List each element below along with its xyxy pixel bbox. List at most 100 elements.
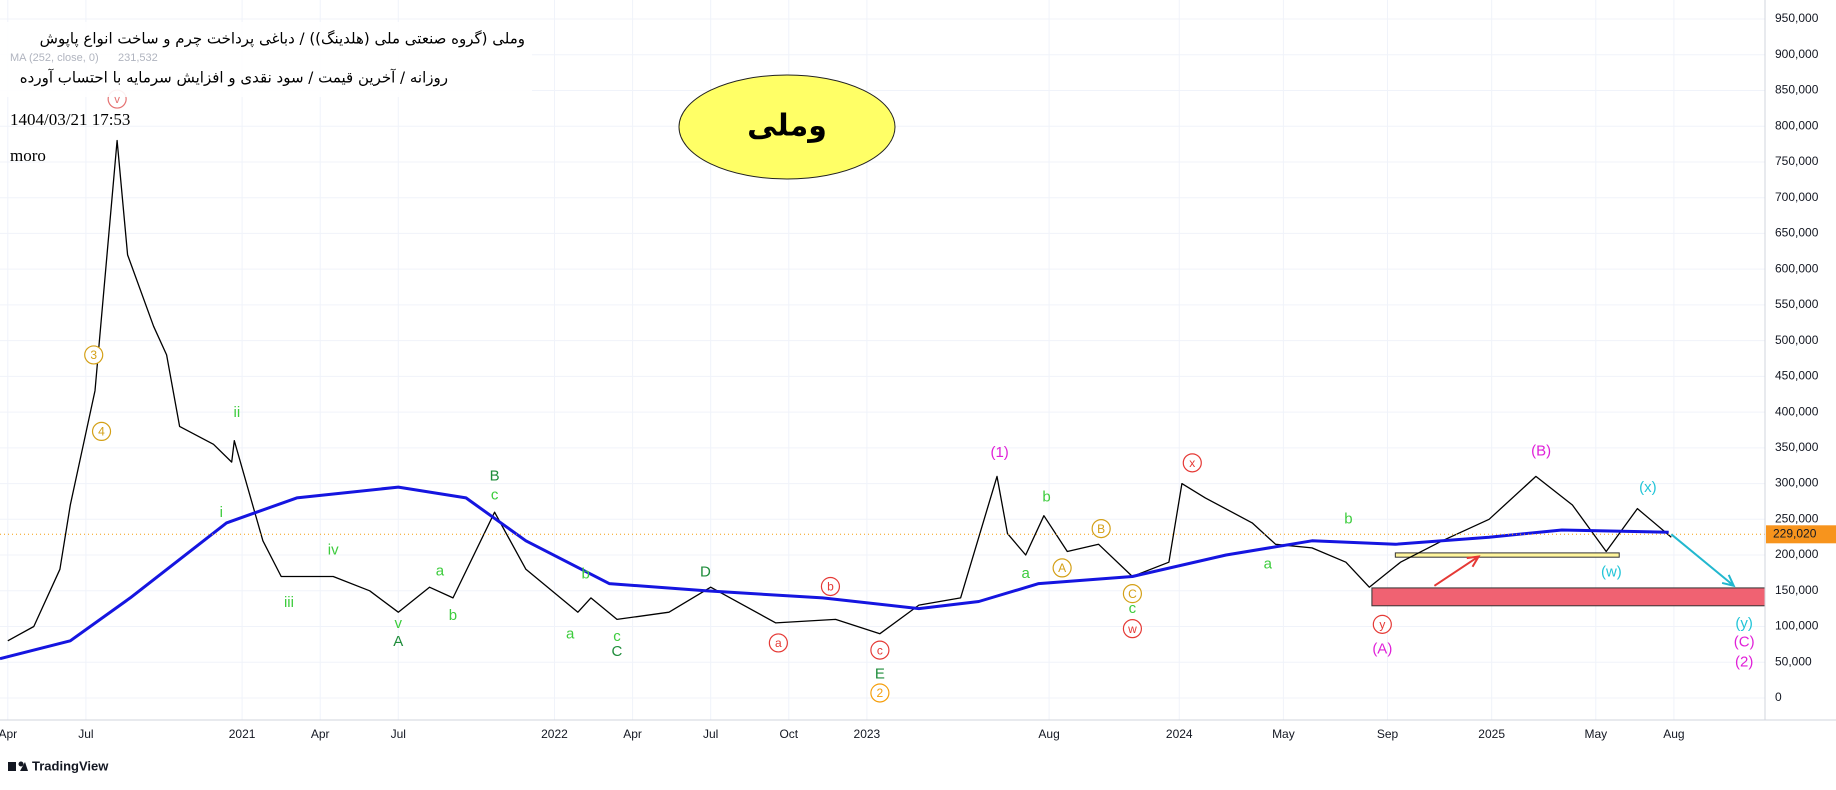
y-tick-label: 0	[1775, 690, 1782, 704]
y-tick-label: 450,000	[1775, 369, 1819, 383]
y-tick-label: 200,000	[1775, 547, 1819, 561]
wave-label: (1)	[990, 444, 1008, 461]
wave-label: (x)	[1639, 479, 1657, 496]
wave-label: w	[1127, 622, 1137, 636]
x-tick-label: Jul	[391, 727, 406, 741]
grid	[0, 0, 1765, 720]
wave-label: y	[1379, 618, 1385, 632]
author: moro	[10, 146, 46, 165]
footer-logo	[8, 761, 28, 771]
x-tick-label: 2025	[1478, 727, 1505, 741]
x-tick-label: 2023	[854, 727, 881, 741]
y-tick-label: 950,000	[1775, 11, 1819, 25]
x-tick-label: Jul	[703, 727, 718, 741]
x-tick-label: Jul	[78, 727, 93, 741]
x-tick-label: May	[1272, 727, 1295, 741]
wave-label: a	[775, 636, 782, 650]
y-tick-label: 250,000	[1775, 511, 1819, 525]
wave-label: C	[1128, 587, 1137, 601]
y-tick-label: 500,000	[1775, 333, 1819, 347]
x-tick-label: 2022	[541, 727, 568, 741]
arrow	[1433, 555, 1481, 587]
annotation-circle	[1052, 558, 1072, 578]
symbol-ellipse	[678, 74, 896, 180]
wave-label: (y)	[1735, 615, 1753, 632]
timestamp: 1404/03/21 17:53	[10, 110, 130, 129]
wave-label: A	[1058, 561, 1066, 575]
zone	[1394, 552, 1620, 558]
x-tick-label: Aug	[1038, 727, 1059, 741]
x-tick-label: Oct	[779, 727, 798, 741]
y-tick-label: 100,000	[1775, 619, 1819, 633]
x-tick-label: Aug	[1663, 727, 1684, 741]
y-tick-label: 300,000	[1775, 476, 1819, 490]
x-tick-label: Apr	[0, 727, 17, 741]
wave-label: 2	[877, 686, 884, 700]
wave-label: c	[491, 486, 499, 503]
wave-label: 3	[90, 348, 97, 362]
wave-label: B	[1097, 522, 1105, 536]
plot-area: v34iiiiiiivvAabBcabcCDbacE2(1)baBACcwxab…	[0, 89, 1766, 703]
wave-label: iv	[328, 541, 339, 558]
y-tick-label: 750,000	[1775, 154, 1819, 168]
annotation-circle	[1091, 519, 1111, 539]
wave-label: C	[612, 643, 623, 660]
wave-label: a	[1022, 565, 1031, 582]
ma-value: 231,532	[118, 52, 158, 64]
wave-label: A	[393, 633, 403, 650]
y-tick-label: 600,000	[1775, 261, 1819, 275]
annotation-circle	[870, 640, 890, 660]
wave-label: (w)	[1601, 563, 1622, 580]
wave-label: b	[582, 566, 590, 583]
x-tick-label: Apr	[311, 727, 330, 741]
wave-label: c	[1129, 600, 1137, 617]
wave-label: v	[114, 92, 120, 106]
ma-legend: MA (252, close, 0)	[10, 52, 99, 64]
wave-label: c	[877, 643, 883, 657]
annotation-circle	[820, 576, 841, 597]
y-tick-label: 150,000	[1775, 583, 1819, 597]
annotation-circle	[1182, 453, 1202, 473]
ma-line	[0, 485, 1669, 661]
zone	[1371, 587, 1766, 607]
y-tick-label: 550,000	[1775, 297, 1819, 311]
y-tick-label: 400,000	[1775, 404, 1819, 418]
chart-subtitle: روزانه / آخرین قیمت / سود نقدی و افزایش …	[20, 69, 448, 87]
annotation-circle	[1122, 619, 1143, 639]
annotation-circle	[768, 633, 788, 653]
y-tick-label: 350,000	[1775, 440, 1819, 454]
wave-label: v	[395, 615, 403, 632]
wave-label: b	[1042, 488, 1050, 505]
chart-title: وملی (گروه صنعتی ملی (هلدینگ)) / دباغی پ…	[40, 30, 525, 49]
wave-label: i	[220, 504, 223, 521]
wave-label: 4	[98, 425, 105, 439]
wave-label: D	[700, 563, 711, 580]
wave-label: b	[827, 580, 834, 594]
wave-label: b	[1344, 511, 1352, 528]
y-tick-label: 50,000	[1775, 654, 1812, 668]
price-line	[7, 139, 1672, 642]
y-tick-label: 850,000	[1775, 83, 1819, 97]
x-tick-label: 2021	[229, 727, 256, 741]
y-tick-label: 900,000	[1775, 47, 1819, 61]
wave-label: (2)	[1735, 654, 1753, 671]
y-tick-label: 650,000	[1775, 226, 1819, 240]
header-bg	[0, 22, 532, 97]
y-tick-label: 800,000	[1775, 118, 1819, 132]
wave-label: c	[613, 628, 621, 645]
x-tick-label: Sep	[1377, 727, 1399, 741]
x-tick-label: Apr	[623, 727, 642, 741]
wave-label: a	[436, 563, 445, 580]
x-tick-label: May	[1584, 727, 1607, 741]
y-tick-label: 700,000	[1775, 190, 1819, 204]
wave-label: b	[449, 607, 457, 624]
last-price-label: 229,020	[1773, 526, 1817, 540]
annotation-circle	[84, 345, 104, 365]
wave-label: iii	[284, 594, 294, 611]
annotation-circle	[91, 421, 112, 441]
wave-label: E	[875, 666, 885, 683]
wave-label: B	[490, 468, 500, 485]
